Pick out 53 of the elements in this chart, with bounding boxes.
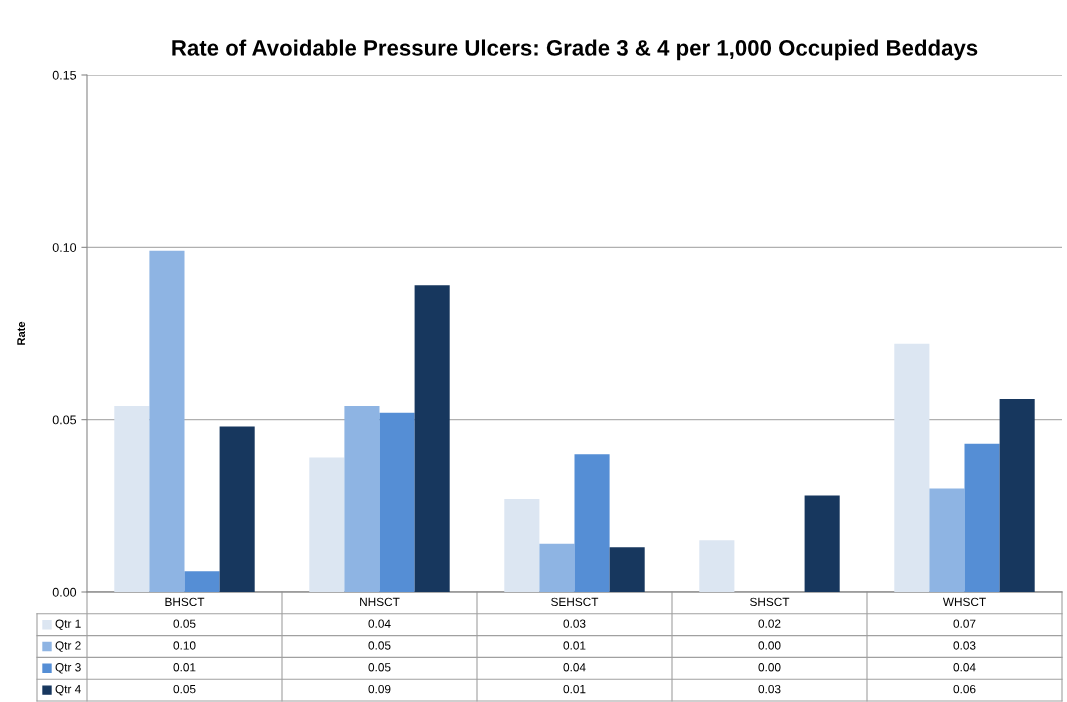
legend-label: Qtr 2 bbox=[55, 641, 81, 652]
bar bbox=[699, 540, 735, 592]
data-label: 0.05 bbox=[368, 641, 391, 650]
y-tick-label: 0.15 bbox=[52, 70, 77, 80]
x-tick-label: NHSCT bbox=[360, 597, 400, 607]
bar bbox=[539, 543, 575, 592]
bar bbox=[609, 547, 645, 592]
legend-label: Qtr 4 bbox=[55, 684, 81, 696]
data-label: 0.01 bbox=[173, 663, 196, 672]
x-tick-label: SHSCT bbox=[750, 597, 790, 607]
data-label: 0.04 bbox=[368, 619, 391, 628]
data-label: 0.10 bbox=[173, 641, 196, 650]
bar bbox=[929, 488, 965, 592]
y-tick-label: 0.10 bbox=[52, 243, 77, 252]
data-label: 0.04 bbox=[563, 663, 586, 672]
bar bbox=[504, 498, 540, 592]
data-label: 0.07 bbox=[953, 619, 976, 628]
data-label: 0.09 bbox=[368, 684, 391, 694]
x-tick-label: BHSCT bbox=[165, 597, 205, 607]
data-label: 0.06 bbox=[953, 684, 976, 694]
data-label: 0.05 bbox=[368, 663, 391, 672]
bar bbox=[344, 405, 380, 592]
bar bbox=[574, 454, 610, 592]
bar bbox=[309, 457, 345, 592]
y-tick-label: 0.05 bbox=[52, 415, 77, 425]
x-tick-label: SEHSCT bbox=[551, 597, 599, 607]
x-tick-label: WHSCT bbox=[942, 597, 986, 607]
bar bbox=[804, 495, 840, 592]
legend-label: Qtr 1 bbox=[55, 619, 81, 630]
data-label: 0.03 bbox=[758, 684, 781, 694]
data-label: 0.03 bbox=[953, 641, 976, 650]
bar bbox=[184, 571, 220, 592]
data-label: 0.00 bbox=[758, 641, 781, 650]
data-label: 0.00 bbox=[758, 663, 781, 672]
bar bbox=[964, 443, 1000, 592]
bar bbox=[379, 412, 415, 592]
chart-title: Rate of Avoidable Pressure Ulcers: Grade 3 & 4 per 1,000 Occupied Beddays bbox=[172, 39, 978, 61]
bar bbox=[114, 405, 150, 592]
data-label: 0.02 bbox=[758, 619, 781, 628]
bar bbox=[894, 343, 930, 592]
data-label: 0.01 bbox=[563, 684, 586, 694]
bar bbox=[149, 250, 185, 592]
data-label: 0.03 bbox=[563, 619, 586, 628]
data-label: 0.05 bbox=[173, 684, 196, 694]
data-label: 0.01 bbox=[563, 641, 586, 650]
data-label: 0.05 bbox=[173, 619, 196, 628]
data-label: 0.04 bbox=[953, 663, 976, 672]
y-tick-label: 0.00 bbox=[52, 587, 77, 597]
legend-label: Qtr 3 bbox=[55, 663, 81, 674]
bar bbox=[219, 426, 255, 592]
bar bbox=[414, 285, 450, 592]
y-axis-title: Rate bbox=[17, 321, 26, 345]
bar bbox=[999, 398, 1035, 592]
